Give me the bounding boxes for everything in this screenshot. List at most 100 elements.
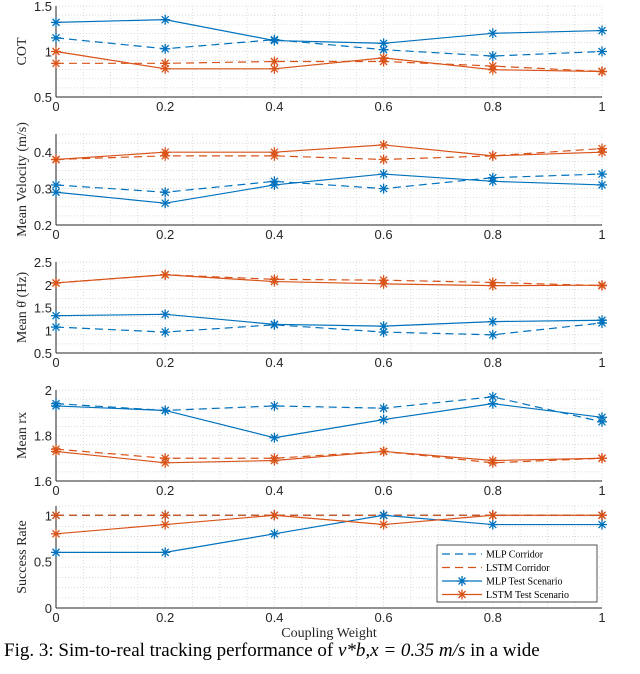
data-point [378, 414, 389, 425]
data-point [597, 179, 607, 190]
data-point [269, 63, 280, 74]
marker-stroke [379, 140, 388, 149]
data-point [378, 446, 389, 457]
marker-stroke [379, 511, 388, 520]
x-tick-label: 0.4 [265, 355, 283, 370]
data-point [160, 43, 171, 54]
data-point [597, 315, 607, 326]
y-axis-label: Mean rx [15, 412, 30, 459]
marker-stroke [161, 15, 170, 24]
caption-math: v*b,x = 0.35 m/s [337, 640, 466, 661]
x-tick-label: 1 [598, 227, 605, 242]
x-tick-label: 0.4 [265, 99, 283, 114]
series-line [55, 19, 603, 44]
marker-stroke [488, 520, 497, 529]
y-tick-label: 0.5 [34, 90, 52, 105]
marker-stroke [458, 577, 466, 585]
marker-stroke [488, 151, 497, 160]
y-tick-label: 1.5 [34, 0, 52, 14]
data-point [269, 510, 280, 521]
x-tick-label: 1 [598, 99, 605, 114]
marker-stroke [379, 170, 388, 178]
y-axis-label: Mean Velocity (m/s) [15, 122, 30, 237]
marker-stroke [270, 401, 279, 410]
marker-stroke [598, 148, 606, 157]
marker-stroke [52, 181, 60, 189]
marker-stroke [488, 52, 497, 61]
x-tick-label: 0.2 [156, 610, 174, 625]
marker-stroke [379, 322, 388, 331]
data-point [597, 169, 607, 180]
data-point [597, 412, 607, 423]
data-point [378, 169, 389, 180]
x-tick-label: 0.6 [375, 99, 393, 114]
x-tick-label: 0.2 [156, 99, 174, 114]
x-tick-label: 1 [598, 483, 605, 498]
data-point [487, 176, 498, 187]
data-point [378, 278, 389, 289]
marker-stroke [161, 44, 170, 53]
data-point [51, 510, 61, 521]
series-line [56, 60, 603, 73]
x-tick-label: 1 [598, 610, 605, 625]
data-point [487, 51, 498, 62]
data-point [487, 455, 498, 466]
data-point [51, 154, 61, 165]
marker-stroke [161, 148, 170, 157]
y-tick-label: 1 [45, 508, 52, 523]
data-point [597, 519, 607, 530]
legend-marker [457, 576, 467, 586]
marker-stroke [161, 511, 170, 520]
data-point [51, 17, 61, 28]
y-tick-label: 1.5 [34, 301, 52, 316]
marker-stroke [161, 64, 170, 73]
marker-stroke [161, 548, 170, 557]
marker-stroke [379, 404, 388, 413]
data-point [597, 453, 607, 464]
marker-stroke [458, 590, 466, 599]
marker-stroke [488, 456, 497, 465]
marker-stroke [488, 29, 497, 38]
data-point [597, 66, 607, 77]
data-point [51, 400, 61, 411]
data-point [160, 14, 171, 25]
data-point [51, 277, 61, 288]
series-line [56, 514, 602, 553]
marker-stroke [161, 270, 170, 279]
data-point [269, 147, 280, 158]
marker-stroke [598, 26, 606, 35]
marker-stroke [488, 511, 497, 520]
series-line [55, 322, 603, 336]
series-line [55, 173, 603, 204]
data-point [160, 510, 171, 521]
marker-stroke [52, 401, 60, 410]
data-point [378, 510, 389, 521]
data-point [51, 547, 61, 558]
y-tick-label: 0.4 [34, 145, 52, 160]
marker-stroke [270, 277, 279, 286]
series-line [55, 448, 603, 464]
y-tick-label: 0.5 [34, 555, 52, 570]
data-point [51, 446, 61, 457]
marker-stroke [379, 53, 388, 62]
marker-stroke [598, 181, 606, 189]
data-point [597, 25, 607, 36]
marker-stroke [270, 433, 279, 442]
y-tick-label: 1.8 [34, 429, 52, 444]
marker-stroke [270, 511, 279, 520]
series-line [55, 274, 603, 287]
marker-stroke [52, 511, 60, 520]
marker-stroke [161, 406, 170, 415]
marker-stroke [379, 45, 388, 54]
legend-entry: LSTM Test Scenario [486, 590, 569, 601]
marker-stroke [488, 65, 497, 74]
data-point [269, 455, 280, 466]
data-point [487, 316, 498, 327]
marker-stroke [161, 520, 170, 529]
y-tick-label: 2.5 [34, 255, 52, 270]
data-point [378, 52, 389, 63]
y-tick-label: 1.6 [34, 474, 52, 489]
data-point [160, 147, 171, 158]
marker-stroke [379, 520, 388, 529]
data-point [160, 547, 171, 558]
